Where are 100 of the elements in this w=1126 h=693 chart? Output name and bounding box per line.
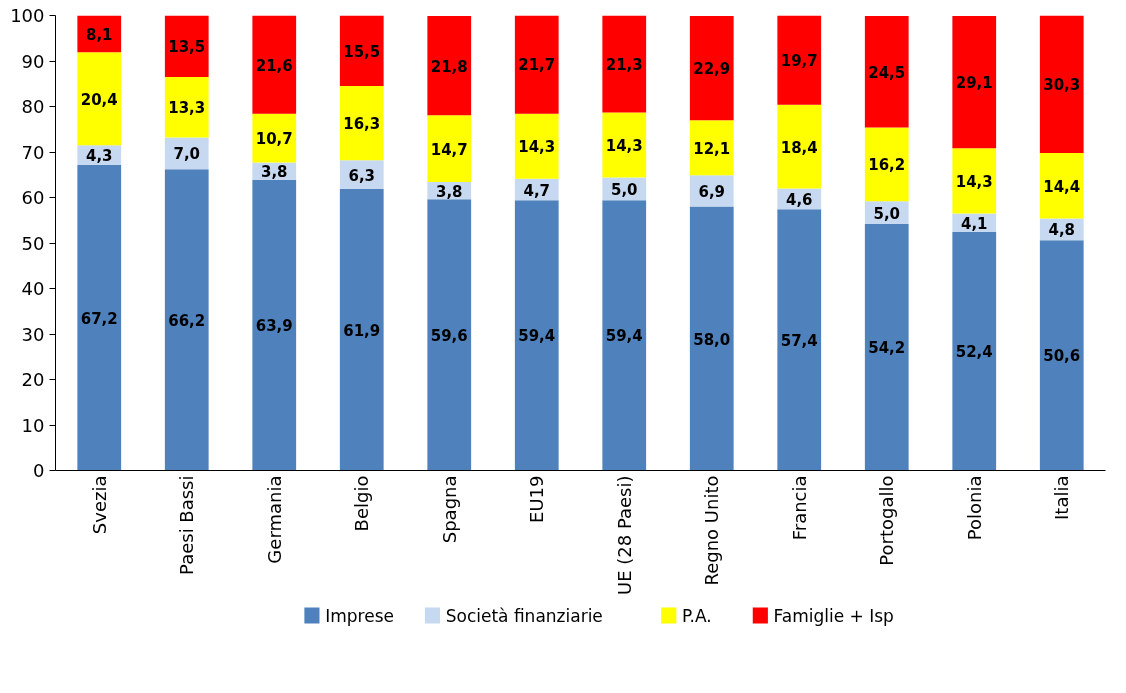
bar bbox=[864, 127, 909, 202]
data-label: 14,3 bbox=[605, 136, 643, 155]
data-label: 59,6 bbox=[430, 326, 468, 345]
bar bbox=[427, 199, 472, 471]
bar bbox=[777, 104, 822, 189]
bar bbox=[164, 76, 209, 138]
x-tick-label: Paesi Bassi bbox=[176, 475, 198, 575]
data-label: 16,3 bbox=[343, 115, 381, 134]
legend-label: Famiglie + Isp bbox=[773, 605, 894, 626]
y-tick-label: 40 bbox=[21, 278, 45, 299]
bar bbox=[602, 112, 647, 178]
data-label: 7,0 bbox=[173, 145, 201, 164]
y-tick-label: 20 bbox=[21, 369, 45, 390]
bar bbox=[952, 232, 997, 471]
x-tick-label: Italia bbox=[1051, 475, 1073, 520]
data-label: 57,4 bbox=[780, 331, 818, 350]
bar bbox=[1039, 240, 1084, 471]
data-label: 21,3 bbox=[605, 55, 643, 74]
x-tick-label: Belgio bbox=[351, 475, 373, 532]
data-label: 54,2 bbox=[868, 339, 906, 358]
bar bbox=[77, 164, 122, 471]
y-tick-label: 10 bbox=[21, 414, 45, 436]
data-label: 3,8 bbox=[435, 182, 463, 201]
y-tick-label: 30 bbox=[21, 323, 45, 345]
data-label: 52,4 bbox=[955, 343, 993, 362]
legend-label: Imprese bbox=[325, 605, 394, 626]
x-tick-label: Francia bbox=[788, 475, 810, 541]
data-label: 14,3 bbox=[955, 172, 993, 191]
data-label: 4,8 bbox=[1048, 221, 1076, 240]
data-label: 30,3 bbox=[1043, 75, 1081, 94]
data-label: 14,4 bbox=[1043, 177, 1081, 196]
data-label: 6,3 bbox=[348, 166, 376, 185]
data-label: 14,3 bbox=[518, 138, 556, 157]
data-label: 50,6 bbox=[1043, 347, 1081, 366]
y-tick-label: 70 bbox=[21, 141, 45, 163]
bar bbox=[689, 15, 734, 121]
bar bbox=[514, 113, 559, 179]
y-tick-label: 50 bbox=[21, 232, 45, 254]
bar bbox=[339, 86, 384, 161]
bar bbox=[252, 179, 297, 471]
bar bbox=[952, 148, 997, 214]
data-label: 21,8 bbox=[430, 57, 468, 76]
data-label: 13,5 bbox=[168, 38, 206, 57]
data-label: 16,2 bbox=[868, 156, 906, 175]
data-label: 67,2 bbox=[80, 309, 118, 328]
bar bbox=[689, 120, 734, 176]
bar bbox=[339, 188, 384, 471]
y-tick-label: 0 bbox=[33, 460, 45, 481]
legend-label: Società finanziarie bbox=[445, 605, 603, 626]
data-label: 21,7 bbox=[518, 56, 556, 75]
data-label: 19,7 bbox=[780, 51, 818, 70]
bar bbox=[602, 200, 647, 471]
data-label: 5,0 bbox=[610, 180, 638, 199]
data-label: 4,7 bbox=[523, 181, 551, 200]
bar bbox=[864, 15, 909, 128]
data-label: 59,4 bbox=[518, 327, 556, 346]
data-label: 63,9 bbox=[255, 317, 293, 336]
data-label: 59,4 bbox=[605, 327, 643, 346]
legend-label: P.A. bbox=[682, 605, 712, 626]
bar bbox=[77, 52, 122, 146]
y-tick-label: 60 bbox=[21, 187, 45, 208]
bar bbox=[602, 15, 647, 113]
y-tick-label: 80 bbox=[21, 96, 45, 117]
data-label: 66,2 bbox=[168, 311, 206, 330]
bar bbox=[252, 15, 297, 114]
bar bbox=[514, 200, 559, 471]
bar bbox=[514, 15, 559, 114]
y-tick-label: 90 bbox=[21, 50, 45, 72]
bar bbox=[427, 15, 472, 116]
data-label: 4,6 bbox=[785, 190, 813, 209]
data-label: 4,3 bbox=[85, 146, 113, 165]
bar bbox=[777, 209, 822, 471]
bar bbox=[1039, 15, 1084, 153]
x-tick-label: EU19 bbox=[526, 475, 548, 523]
data-label: 58,0 bbox=[693, 330, 731, 349]
x-tick-label: Svezia bbox=[88, 475, 110, 535]
data-label: 12,1 bbox=[693, 139, 731, 158]
y-tick-label: 100 bbox=[10, 5, 45, 26]
data-label: 21,6 bbox=[255, 56, 293, 75]
x-tick-label: UE (28 Paesi) bbox=[613, 475, 635, 595]
bar bbox=[164, 169, 209, 471]
x-tick-label: Spagna bbox=[438, 475, 460, 544]
data-label: 4,1 bbox=[960, 214, 988, 233]
data-label: 13,3 bbox=[168, 99, 206, 118]
data-label: 6,9 bbox=[698, 182, 726, 201]
data-label: 10,7 bbox=[255, 130, 293, 149]
bar bbox=[164, 15, 209, 77]
data-label: 22,9 bbox=[693, 60, 731, 79]
data-label: 8,1 bbox=[85, 25, 113, 44]
data-label: 5,0 bbox=[873, 204, 901, 223]
bar bbox=[952, 15, 997, 149]
data-label: 3,8 bbox=[260, 163, 288, 182]
bar bbox=[777, 15, 822, 105]
bar bbox=[1039, 152, 1084, 219]
x-tick-label: Regno Unito bbox=[701, 475, 723, 586]
data-label: 61,9 bbox=[343, 321, 381, 340]
bar bbox=[339, 15, 384, 87]
data-label: 29,1 bbox=[955, 74, 993, 93]
bar bbox=[689, 206, 734, 471]
x-tick-label: Polonia bbox=[963, 475, 985, 541]
